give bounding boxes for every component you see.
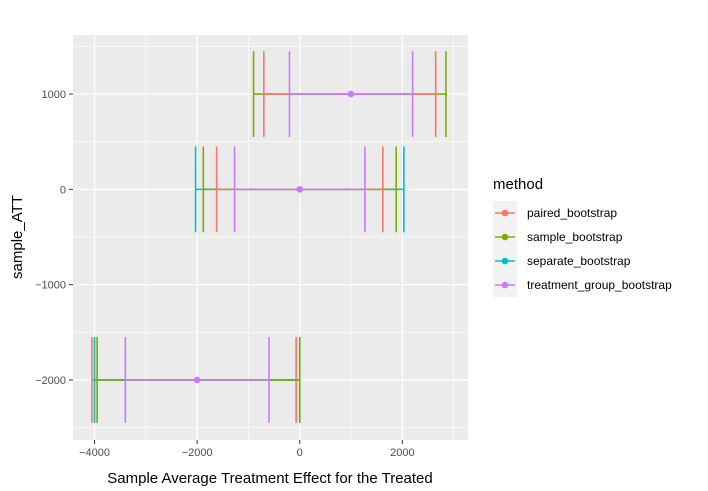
legend-key-point xyxy=(501,209,509,217)
legend-key-point xyxy=(501,233,509,241)
legend-item-treatment_group_bootstrap: treatment_group_bootstrap xyxy=(493,273,672,297)
legend-label: sample_bootstrap xyxy=(527,230,623,244)
y-tick-label: 0 xyxy=(60,184,66,196)
point-estimate xyxy=(193,376,201,384)
point-estimate xyxy=(296,186,304,193)
y-tick-label: 1000 xyxy=(42,89,66,101)
legend-label: separate_bootstrap xyxy=(527,254,631,268)
x-axis: −4000 −2000 0 2000 xyxy=(79,440,415,459)
legend-item-sample_bootstrap: sample_bootstrap xyxy=(493,225,623,249)
point-estimate xyxy=(347,90,355,98)
legend-entries: paired_bootstrap sample_bootstrap separate… xyxy=(493,201,672,297)
x-tick-label: 0 xyxy=(297,447,303,459)
series-layer xyxy=(91,51,447,423)
x-tick-label: 2000 xyxy=(390,447,414,459)
legend-label: treatment_group_bootstrap xyxy=(527,278,672,292)
x-axis-title: Sample Average Treatment Effect for the … xyxy=(107,470,432,487)
x-tick-label: −2000 xyxy=(182,447,213,459)
legend-key-point xyxy=(501,281,509,289)
legend-item-separate_bootstrap: separate_bootstrap xyxy=(493,249,631,273)
legend-title: method xyxy=(493,176,543,193)
legend-key-point xyxy=(501,257,509,265)
legend-label: paired_bootstrap xyxy=(527,206,617,220)
y-axis-title: sample_ATT xyxy=(9,195,26,279)
x-tick-label: −4000 xyxy=(79,447,110,459)
y-tick-label: −1000 xyxy=(35,280,66,292)
y-axis: −2000 −1000 0 1000 xyxy=(35,89,73,387)
legend: method paired_bootstrap sample_bootstraps… xyxy=(493,176,672,297)
legend-item-paired_bootstrap: paired_bootstrap xyxy=(493,201,617,225)
y-tick-label: −2000 xyxy=(35,375,66,387)
